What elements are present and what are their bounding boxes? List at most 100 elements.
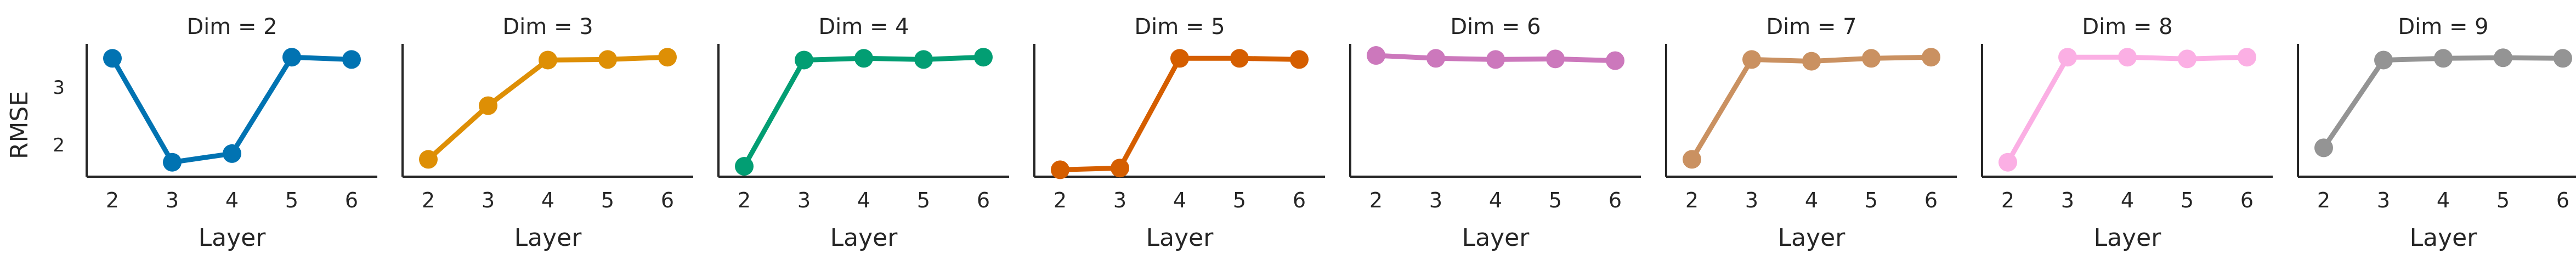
x-tick-label: 6 [1609,188,1622,212]
x-tick-label: 5 [2496,188,2510,212]
x-tick-label: 4 [857,188,870,212]
data-point [974,48,993,67]
x-tick-label: 5 [1865,188,1878,212]
series-line-dim-5 [1057,55,1302,172]
facet-title-dim-4: Dim = 4 [818,14,909,40]
facet-title-dim-5: Dim = 5 [1134,14,1225,40]
data-point [2058,48,2077,67]
data-point [2178,49,2196,69]
data-point [658,48,677,67]
facet-title-dim-7: Dim = 7 [1766,14,1856,40]
series-line-dim-7 [1689,54,1934,162]
x-tick-label: 2 [422,188,435,212]
data-point [1742,50,1761,69]
data-point [1998,153,2017,172]
data-point [539,50,557,70]
data-point [598,50,617,69]
x-tick-label: 2 [2001,188,2014,212]
data-point [2374,50,2393,70]
x-tick-label: 4 [541,188,554,212]
data-point [2314,138,2333,157]
data-point [1367,46,1385,65]
data-point [1546,49,1565,69]
x-tick-label: 6 [1924,188,1938,212]
data-point [1051,160,1069,179]
data-point [2494,48,2512,67]
x-axis-label: Layer [1462,224,1530,252]
x-tick-label: 3 [482,188,495,212]
x-tick-label: 6 [1293,188,1306,212]
data-point [1683,150,1701,169]
data-point [914,50,933,69]
data-point [735,157,754,176]
x-tick-label: 4 [2121,188,2134,212]
x-axis-label: Layer [1778,224,1846,252]
data-point [1486,50,1505,69]
data-point [103,49,122,68]
x-tick-label: 3 [1429,188,1442,212]
x-tick-label: 6 [2240,188,2254,212]
y-tick-label: 2 [53,134,65,156]
x-tick-label: 2 [1685,188,1699,212]
facet-title-dim-2: Dim = 2 [186,14,277,40]
x-tick-label: 4 [2437,188,2450,212]
data-point [1230,49,1249,68]
x-axis-label: Layer [1146,224,1214,252]
x-tick-label: 6 [977,188,990,212]
series-line-dim-3 [426,54,670,162]
x-tick-label: 3 [1113,188,1126,212]
x-axis-label: Layer [2410,224,2478,252]
data-point [1802,52,1821,71]
data-point [2434,49,2453,68]
data-point [1426,49,1445,68]
x-axis-label: Layer [830,224,898,252]
data-point [1606,51,1624,70]
data-point [2554,49,2572,68]
x-tick-label: 3 [166,188,179,212]
data-point [2118,48,2137,67]
data-point [1111,159,1129,178]
facet-title-dim-9: Dim = 9 [2398,14,2488,40]
y-axis-label: RMSE [5,91,33,159]
series-line-dim-4 [741,54,986,169]
y-tick-label: 3 [53,77,65,99]
data-point [163,153,182,172]
x-tick-label: 6 [661,188,674,212]
data-point [282,48,301,67]
data-point [342,50,361,69]
x-tick-label: 4 [1489,188,1502,212]
x-tick-label: 4 [225,188,239,212]
x-tick-label: 2 [2317,188,2330,212]
x-tick-label: 5 [2181,188,2194,212]
x-tick-label: 2 [106,188,119,212]
data-point [1862,49,1881,68]
x-tick-label: 2 [1054,188,1067,212]
x-tick-label: 3 [797,188,811,212]
x-tick-label: 5 [285,188,298,212]
x-tick-label: 3 [1745,188,1758,212]
x-axis-label: Layer [2094,224,2162,252]
x-tick-label: 5 [1549,188,1562,212]
data-point [795,50,813,70]
facet-title-dim-3: Dim = 3 [502,14,593,40]
x-axis-label: Layer [514,224,582,252]
x-tick-label: 2 [1369,188,1383,212]
data-point [223,144,241,163]
data-point [479,96,497,115]
data-point [1290,50,1309,69]
x-tick-label: 5 [917,188,930,212]
x-tick-label: 5 [1233,188,1246,212]
x-tick-label: 2 [738,188,751,212]
data-point [2238,48,2256,67]
x-tick-label: 6 [345,188,358,212]
x-tick-label: 3 [2061,188,2074,212]
data-point [854,49,873,68]
x-axis-label: Layer [199,224,267,252]
x-tick-label: 6 [2556,188,2569,212]
x-tick-label: 5 [601,188,614,212]
data-point [419,150,438,169]
data-point [1170,49,1189,68]
x-tick-label: 3 [2377,188,2390,212]
